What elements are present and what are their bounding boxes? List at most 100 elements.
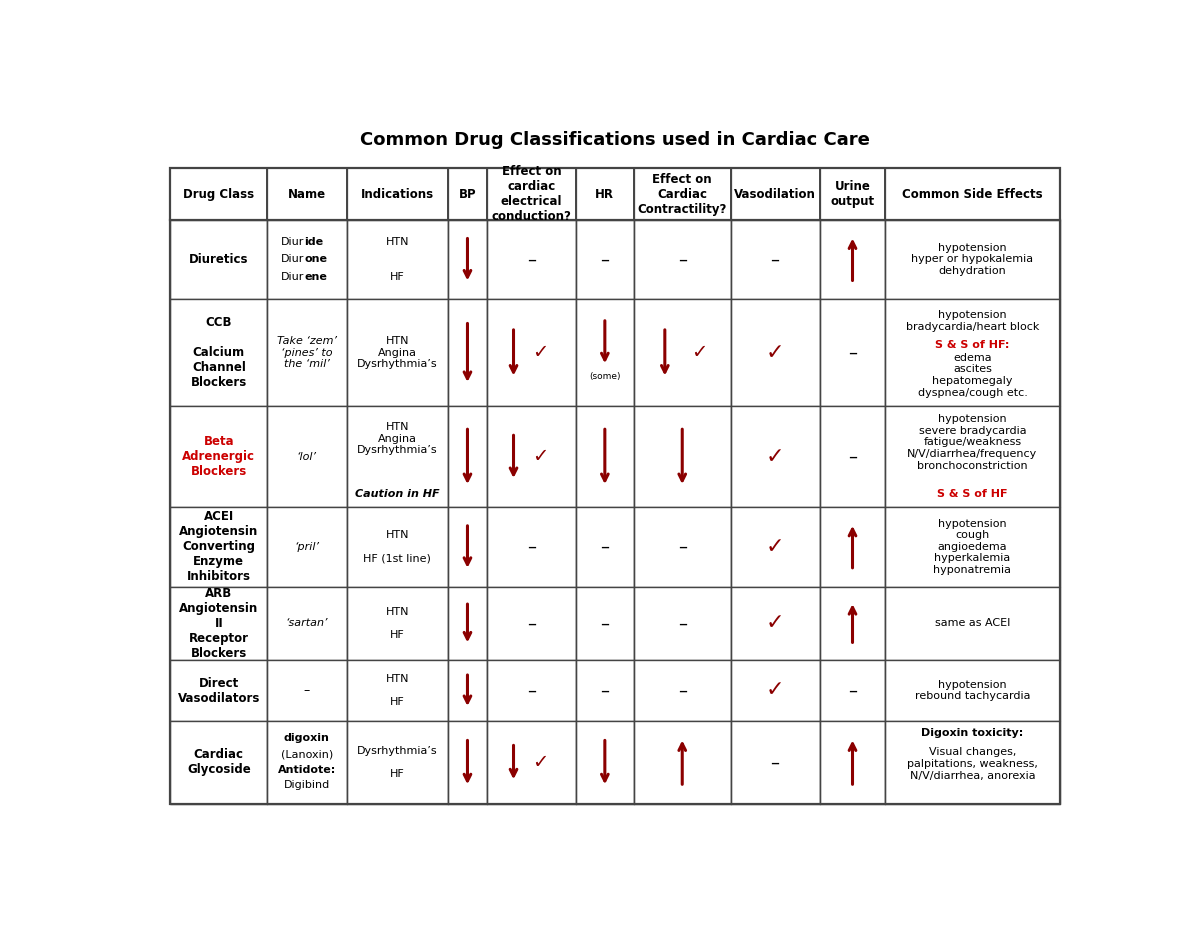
Text: hypotension
bradycardia/heart block: hypotension bradycardia/heart block — [906, 310, 1039, 332]
Bar — [820, 587, 886, 660]
Bar — [731, 721, 820, 804]
Bar — [170, 169, 268, 220]
Bar — [576, 721, 634, 804]
Text: Beta
Adrenergic
Blockers: Beta Adrenergic Blockers — [182, 435, 256, 478]
Text: HTN

HF: HTN HF — [385, 606, 409, 640]
Text: Diuretics: Diuretics — [190, 253, 248, 266]
Text: –: – — [848, 448, 857, 465]
Bar — [634, 660, 731, 721]
Bar — [268, 660, 347, 721]
Text: same as ACEI: same as ACEI — [935, 618, 1010, 629]
Text: –: – — [600, 681, 610, 700]
Bar — [448, 169, 487, 220]
Text: –: – — [848, 344, 857, 362]
Text: (Lanoxin): (Lanoxin) — [281, 749, 332, 759]
Text: ‘sartan’: ‘sartan’ — [286, 618, 328, 629]
Bar — [347, 169, 448, 220]
Bar — [268, 299, 347, 406]
Text: HTN

HF (1st line): HTN HF (1st line) — [364, 530, 431, 564]
Bar — [487, 169, 576, 220]
Bar — [576, 169, 634, 220]
Bar — [820, 507, 886, 587]
Text: Direct
Vasodilators: Direct Vasodilators — [178, 677, 260, 705]
Text: ‘lol’: ‘lol’ — [296, 451, 317, 462]
Text: ‘pril’: ‘pril’ — [294, 541, 319, 552]
Text: one: one — [304, 255, 328, 264]
Text: Caution in HF: Caution in HF — [355, 489, 439, 499]
Text: Take ‘zem’
‘pines’ to
the ‘mil’: Take ‘zem’ ‘pines’ to the ‘mil’ — [277, 337, 337, 369]
Text: ✓: ✓ — [766, 680, 785, 701]
Text: –: – — [527, 538, 536, 556]
Bar — [448, 660, 487, 721]
Text: BP: BP — [458, 187, 476, 200]
Bar — [731, 587, 820, 660]
Bar — [820, 660, 886, 721]
Text: Diur: Diur — [281, 272, 304, 282]
Text: –: – — [678, 538, 686, 556]
Bar — [448, 220, 487, 299]
Text: Diur: Diur — [281, 255, 304, 264]
Bar — [731, 169, 820, 220]
Text: ACEI
Angiotensin
Converting
Enzyme
Inhibitors: ACEI Angiotensin Converting Enzyme Inhib… — [179, 511, 258, 583]
Bar — [487, 299, 576, 406]
Text: –: – — [848, 681, 857, 700]
Text: S & S of HF: S & S of HF — [937, 489, 1008, 499]
Text: Visual changes,
palpitations, weakness,
N/V/diarrhea, anorexia: Visual changes, palpitations, weakness, … — [907, 747, 1038, 781]
Text: –: – — [678, 250, 686, 269]
Bar — [448, 721, 487, 804]
Text: hypotension
severe bradycardia
fatigue/weakness
N/V/diarrhea/frequency
bronchoco: hypotension severe bradycardia fatigue/w… — [907, 414, 1038, 471]
Text: –: – — [678, 615, 686, 632]
Text: ✓: ✓ — [532, 343, 548, 362]
Text: Drug Class: Drug Class — [184, 187, 254, 200]
Bar — [634, 169, 731, 220]
Bar — [820, 299, 886, 406]
Bar — [820, 220, 886, 299]
Bar — [576, 406, 634, 507]
Text: Antidote:: Antidote: — [277, 765, 336, 775]
Text: Cardiac
Glycoside: Cardiac Glycoside — [187, 748, 251, 776]
Text: ✓: ✓ — [766, 537, 785, 557]
Bar — [731, 660, 820, 721]
Bar — [576, 299, 634, 406]
Text: Digoxin toxicity:: Digoxin toxicity: — [922, 728, 1024, 738]
Bar — [268, 721, 347, 804]
Text: –: – — [770, 250, 780, 269]
Bar — [731, 406, 820, 507]
Text: Digibind: Digibind — [283, 781, 330, 791]
Text: –: – — [527, 615, 536, 632]
Text: (some): (some) — [589, 372, 620, 381]
Bar — [268, 169, 347, 220]
Bar — [347, 660, 448, 721]
Text: ide: ide — [304, 237, 323, 247]
Bar — [487, 587, 576, 660]
Text: HTN
Angina
Dysrhythmia’s: HTN Angina Dysrhythmia’s — [358, 337, 438, 369]
Text: HTN
Angina
Dysrhythmia’s: HTN Angina Dysrhythmia’s — [358, 422, 438, 467]
Text: Effect on
cardiac
electrical
conduction?: Effect on cardiac electrical conduction? — [491, 165, 571, 223]
Text: –: – — [304, 684, 310, 697]
Bar — [448, 507, 487, 587]
Bar — [576, 220, 634, 299]
Bar — [487, 220, 576, 299]
Text: S & S of HF:: S & S of HF: — [935, 340, 1009, 349]
Text: Dysrhythmia’s

HF: Dysrhythmia’s HF — [358, 745, 438, 779]
Text: HTN


HF: HTN HF — [385, 237, 409, 282]
Text: HR: HR — [595, 187, 614, 200]
Bar — [731, 220, 820, 299]
Bar — [268, 220, 347, 299]
Text: digoxin: digoxin — [284, 732, 330, 743]
Text: Urine
output: Urine output — [830, 180, 875, 208]
Bar — [820, 169, 886, 220]
Bar — [448, 406, 487, 507]
Text: Diur: Diur — [281, 237, 304, 247]
Text: HTN

HF: HTN HF — [385, 674, 409, 707]
Text: Common Side Effects: Common Side Effects — [902, 187, 1043, 200]
Text: ✓: ✓ — [532, 447, 548, 466]
Bar — [576, 660, 634, 721]
Text: edema
ascites
hepatomegaly
dyspnea/cough etc.: edema ascites hepatomegaly dyspnea/cough… — [918, 352, 1027, 398]
Text: hypotension
rebound tachycardia: hypotension rebound tachycardia — [914, 679, 1031, 702]
Text: ✓: ✓ — [766, 447, 785, 466]
Text: –: – — [600, 615, 610, 632]
Bar — [576, 507, 634, 587]
Text: –: – — [527, 681, 536, 700]
Bar — [886, 660, 1060, 721]
